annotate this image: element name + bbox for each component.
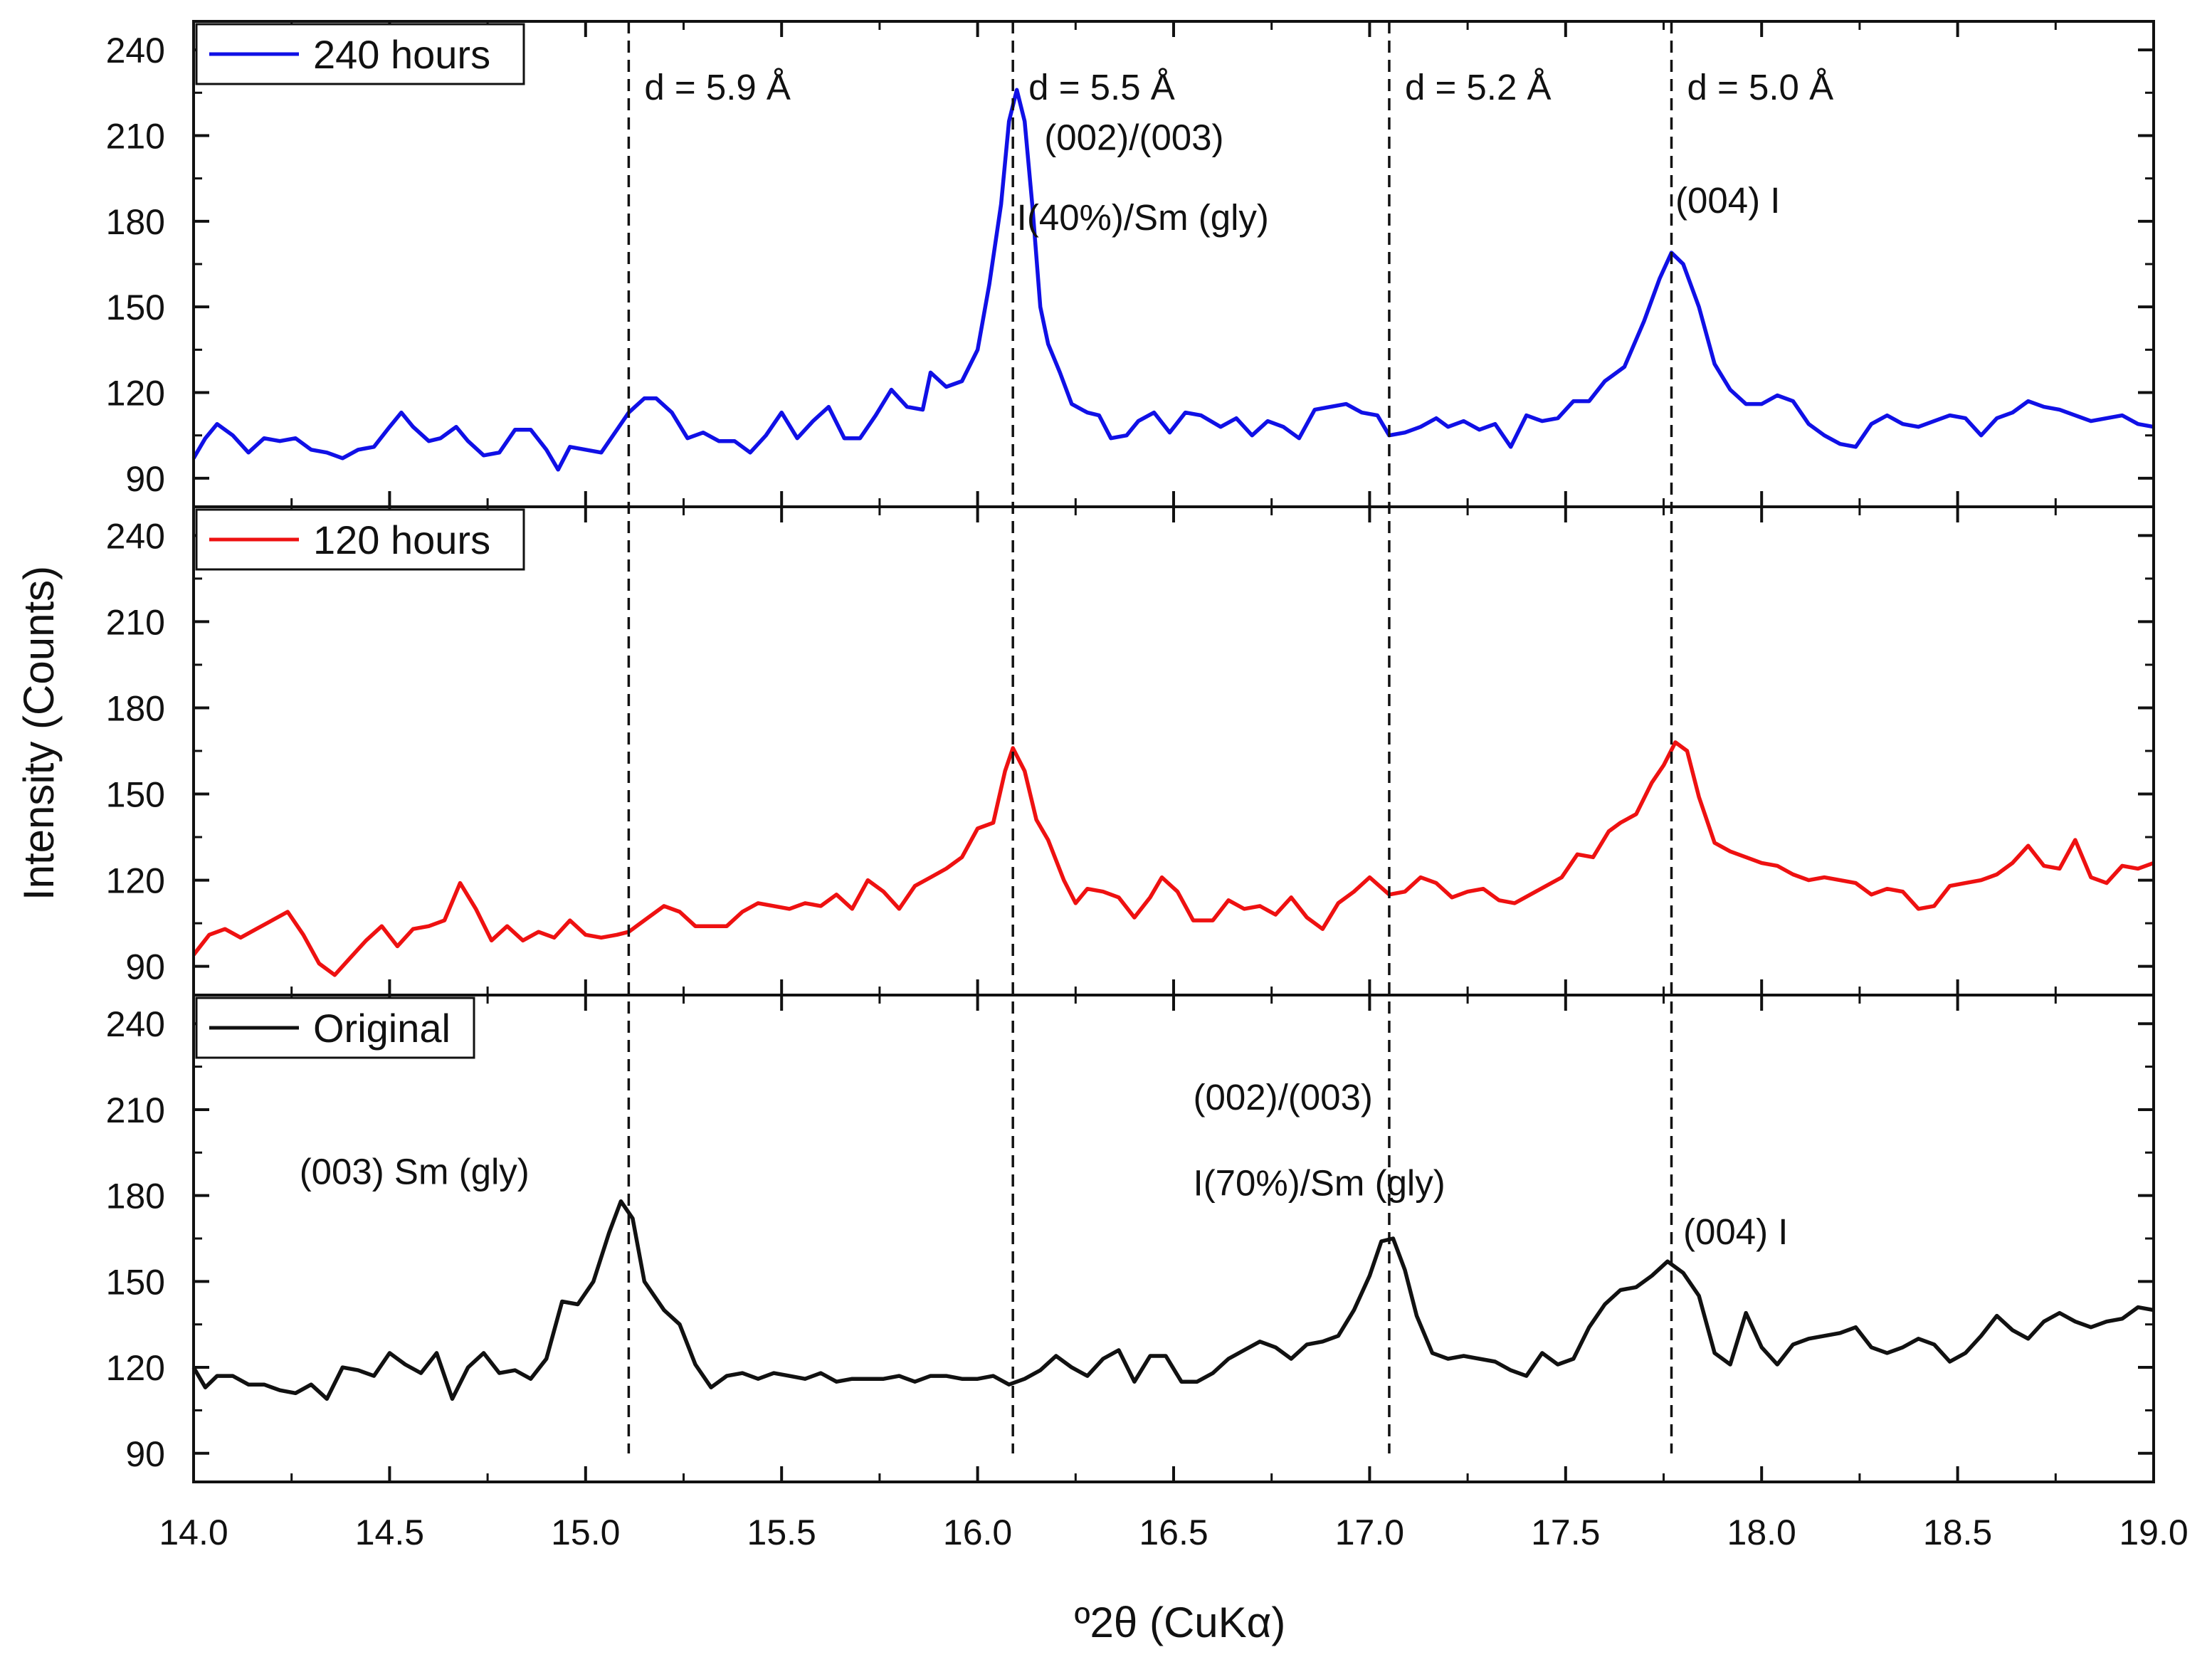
y-tick-label: 120 <box>106 861 165 901</box>
y-tick-label: 120 <box>106 1348 165 1388</box>
legend-label: 120 hours <box>313 517 490 562</box>
peak-annotation: (002)/(003) <box>1044 117 1223 158</box>
peak-annotation: (004) I <box>1675 180 1780 221</box>
y-tick-label: 180 <box>106 688 165 728</box>
y-tick-label: 150 <box>106 288 165 327</box>
x-tick-label: 14.0 <box>159 1513 228 1552</box>
x-tick-label: 16.5 <box>1139 1513 1208 1552</box>
x-tick-label: 15.5 <box>747 1513 816 1552</box>
peak-annotation: (003) Sm (gly) <box>300 1152 530 1192</box>
y-tick-label: 210 <box>106 602 165 642</box>
panels-group: 90 120 150 180 210 240 240 hours 90 120 150 180 210… <box>106 20 2189 1552</box>
panel-frame <box>192 994 2155 1483</box>
peak-annotation: I(40%)/Sm (gly) <box>1017 197 1269 238</box>
y-tick-label: 210 <box>106 116 165 156</box>
y-tick-label: 150 <box>106 1262 165 1302</box>
peak-annotation: (004) I <box>1683 1211 1788 1252</box>
x-tick-label: 17.5 <box>1531 1513 1600 1552</box>
legend-label: Original <box>313 1006 451 1051</box>
x-tick-label: 14.5 <box>355 1513 424 1552</box>
x-tick-label: 16.0 <box>943 1513 1012 1552</box>
reference-line-label: d = 5.5 Å <box>1028 67 1175 107</box>
series-line-2 <box>191 1199 2154 1401</box>
x-tick-label: 19.0 <box>2119 1513 2188 1552</box>
series-line-1 <box>191 740 2154 977</box>
y-tick-label: 240 <box>106 516 165 556</box>
y-axis-title: Intensity (Counts) <box>15 566 63 900</box>
legend-label: 240 hours <box>313 32 490 77</box>
y-tick-label: 120 <box>106 374 165 414</box>
x-tick-label: 15.0 <box>551 1513 620 1552</box>
peak-annotation: I(70%)/Sm (gly) <box>1194 1163 1445 1204</box>
x-tick-label: 18.5 <box>1923 1513 1992 1552</box>
y-tick-label: 240 <box>106 1004 165 1044</box>
y-tick-label: 90 <box>125 947 165 987</box>
x-tick-label: 17.0 <box>1335 1513 1404 1552</box>
y-tick-label: 180 <box>106 202 165 242</box>
reference-line-label: d = 5.9 Å <box>644 67 791 107</box>
y-tick-label: 180 <box>106 1177 165 1216</box>
y-tick-label: 240 <box>106 31 165 70</box>
peak-annotation: (002)/(003) <box>1194 1077 1373 1117</box>
reference-line-label: d = 5.2 Å <box>1405 67 1552 107</box>
x-axis-title: º2θ (CuKα) <box>1075 1599 1286 1646</box>
series-line-0 <box>191 88 2154 472</box>
y-tick-label: 90 <box>125 1434 165 1474</box>
x-tick-label: 18.0 <box>1727 1513 1796 1552</box>
y-tick-label: 90 <box>125 459 165 499</box>
y-tick-label: 210 <box>106 1090 165 1130</box>
y-tick-label: 150 <box>106 775 165 815</box>
reference-line-label: d = 5.0 Å <box>1687 67 1834 107</box>
